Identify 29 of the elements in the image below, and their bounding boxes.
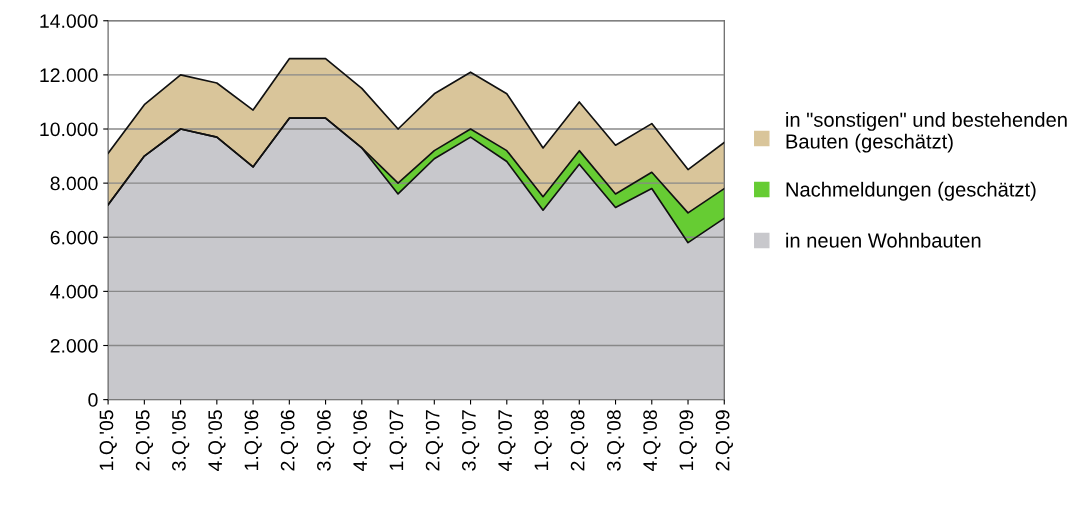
y-tick-label: 8.000 (50, 176, 98, 191)
legend-label: Nachmeldungen (geschätzt) (786, 181, 1036, 201)
y-tick-label: 12.000 (40, 68, 98, 83)
x-tick-label: 4.Q.'08 (643, 410, 661, 471)
legend-label: in "sonstigen" und bestehenden Bauten (geschätzt) (786, 112, 1067, 153)
x-tick-label: 3.Q.'06 (317, 410, 335, 471)
x-tick-label: 2.Q.'08 (570, 410, 588, 471)
x-tick-label: 1.Q.'07 (389, 410, 407, 470)
y-tick-label: 10.000 (40, 122, 98, 137)
x-tick-label: 1.Q.'08 (534, 410, 552, 470)
x-tick-label: 4.Q.'06 (353, 410, 371, 471)
x-tick-label: 3.Q.'07 (462, 410, 480, 471)
x-tick-label: 2.Q.'07 (425, 410, 444, 471)
x-tick-label: 4.Q.'05 (208, 410, 226, 471)
x-tick-label: 1.Q.'09 (679, 410, 697, 470)
y-tick-label: 6.000 (50, 230, 98, 245)
y-tick-label: 0 (88, 393, 98, 407)
x-tick-label: 3.Q.'08 (606, 410, 625, 471)
legend-label: in neuen Wohnbauten (786, 232, 981, 248)
y-tick-label: 4.000 (50, 284, 98, 299)
x-tick-label: 4.Q.'07 (498, 410, 516, 471)
x-tick-label: 2.Q.'05 (135, 410, 154, 471)
x-tick-label: 2.Q.'06 (280, 410, 299, 471)
x-tick-label: 1.Q.'06 (244, 410, 262, 470)
x-tick-label: 3.Q.'05 (172, 410, 190, 471)
x-tick-label: 2.Q.'09 (715, 410, 733, 471)
y-tick-label: 2.000 (50, 338, 98, 353)
y-tick-label: 14.000 (40, 14, 98, 28)
x-tick-label: 1.Q.'05 (99, 410, 117, 470)
